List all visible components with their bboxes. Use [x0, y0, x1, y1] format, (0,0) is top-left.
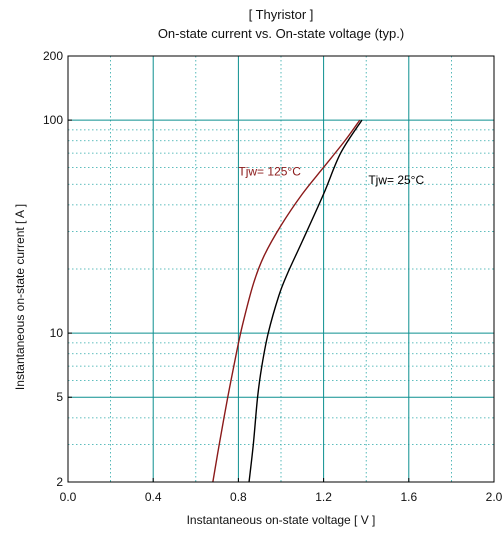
plot-area-frame	[67, 55, 495, 483]
series-layer: Tjw= 125°C Tjw= 25°C	[212, 119, 424, 483]
x-tick-label: 1.2	[315, 490, 332, 504]
labels-layer: 0.0 0.4 0.8 1.2 1.6 2.0 2 5 10 100 200	[43, 49, 503, 504]
x-tick-label: 2.0	[486, 490, 503, 504]
y-tick-label: 100	[43, 113, 63, 127]
y-axis-label: Instantaneous on-state current [ A ]	[13, 204, 27, 390]
series-label-tjw-25c: Tjw= 25°C	[368, 173, 424, 187]
y-tick-label: 10	[50, 326, 64, 340]
y-tick-label: 200	[43, 49, 63, 63]
series-line-tjw-25c	[248, 119, 363, 483]
x-tick-label: 0.0	[60, 490, 77, 504]
x-tick-label: 0.8	[230, 490, 247, 504]
series-line-tjw-125c	[212, 119, 361, 483]
y-tick-label: 2	[56, 475, 63, 489]
x-tick-label: 1.6	[400, 490, 417, 504]
x-axis-label: Instantaneous on-state voltage [ V ]	[187, 513, 376, 527]
x-tick-label: 0.4	[145, 490, 162, 504]
grid	[68, 56, 494, 483]
series-label-tjw-125c: Tjw= 125°C	[238, 164, 301, 178]
y-tick-label: 5	[56, 390, 63, 404]
chart-title-line1: [ Thyristor ]	[249, 7, 314, 22]
chart-title-line2: On-state current vs. On-state voltage (t…	[158, 26, 404, 41]
